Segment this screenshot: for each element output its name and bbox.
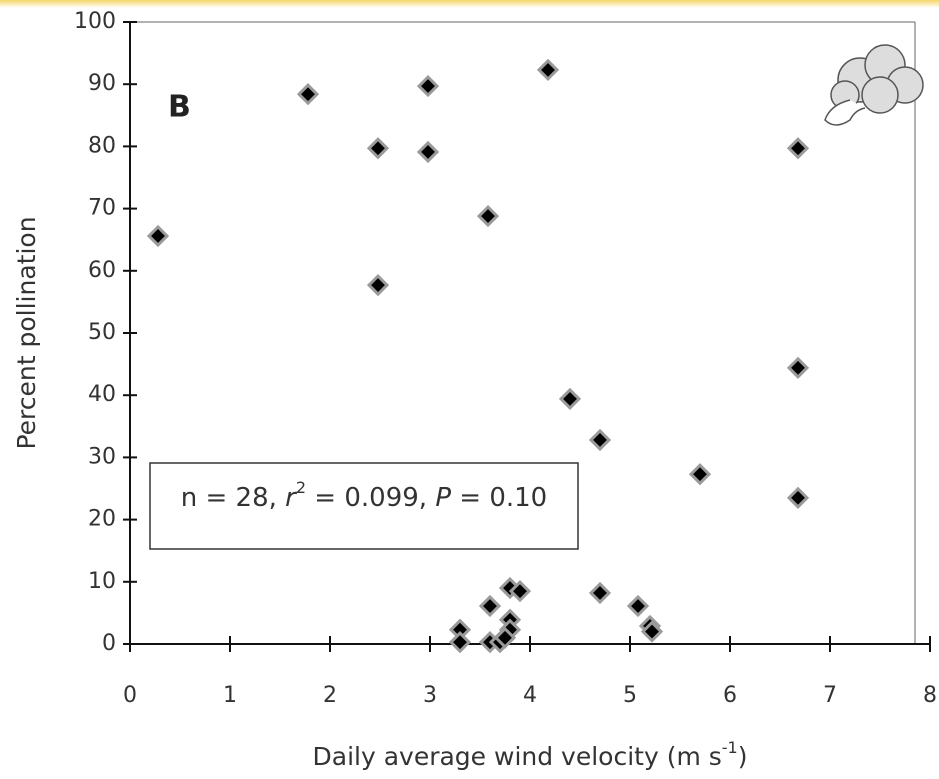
annotation-italic: P xyxy=(435,483,451,513)
x-axis-label: Daily average wind velocity (m s-1) xyxy=(313,738,748,772)
annotation-text: n = 28, xyxy=(181,483,285,513)
x-axis-label-sup: -1 xyxy=(722,738,738,757)
point xyxy=(296,83,320,106)
point xyxy=(448,631,472,654)
y-tick-label: 50 xyxy=(88,320,116,345)
x-tick-label: 0 xyxy=(123,683,137,708)
x-tick-label: 3 xyxy=(423,683,437,708)
y-tick-label: 90 xyxy=(88,71,116,96)
x-tick-label: 5 xyxy=(623,683,637,708)
point xyxy=(416,74,440,98)
point xyxy=(688,463,712,486)
annotation-text: = 0.10 xyxy=(451,483,547,513)
annotation-sup: 2 xyxy=(296,478,306,497)
wind-cloud-icon xyxy=(824,44,924,126)
point xyxy=(366,273,390,297)
y-tick-label: 0 xyxy=(102,631,116,656)
y-axis-label: Percent pollination xyxy=(12,216,41,449)
annotation: n = 28, r2 = 0.099, P = 0.10 xyxy=(181,478,547,513)
y-tick-label: 70 xyxy=(88,196,116,221)
point xyxy=(786,137,810,160)
y-tick-label: 30 xyxy=(88,444,116,469)
point xyxy=(476,204,500,228)
point xyxy=(478,594,502,618)
point xyxy=(626,594,650,618)
x-tick-label: 7 xyxy=(823,683,837,708)
y-tick-label: 80 xyxy=(88,133,116,158)
annotation-italic: r xyxy=(285,483,298,513)
point xyxy=(640,620,664,643)
top-band xyxy=(0,0,939,8)
point xyxy=(786,486,810,509)
point xyxy=(416,140,440,164)
point xyxy=(508,580,532,603)
x-tick-label: 1 xyxy=(223,683,237,708)
x-tick-label: 6 xyxy=(723,683,737,708)
point xyxy=(536,58,560,82)
point xyxy=(588,581,612,605)
y-tick-label: 100 xyxy=(74,9,116,34)
y-tick-label: 60 xyxy=(88,258,116,283)
point xyxy=(786,356,810,379)
x-tick-label: 8 xyxy=(923,683,937,708)
point xyxy=(493,626,517,649)
annotation-box xyxy=(149,462,579,550)
y-tick-label: 40 xyxy=(88,382,116,407)
annotation-text: = 0.099, xyxy=(306,483,435,513)
point xyxy=(558,387,582,411)
panel-label: B xyxy=(168,90,191,125)
point xyxy=(588,428,612,452)
y-tick-label: 10 xyxy=(88,569,116,594)
point xyxy=(366,137,390,160)
x-tick-label: 4 xyxy=(523,683,537,708)
x-axis-label-text: Daily average wind velocity (m s xyxy=(313,742,722,771)
x-axis-label-text: ) xyxy=(738,742,748,771)
x-tick-label: 2 xyxy=(323,683,337,708)
point xyxy=(146,224,170,248)
y-tick-label: 20 xyxy=(88,507,116,532)
